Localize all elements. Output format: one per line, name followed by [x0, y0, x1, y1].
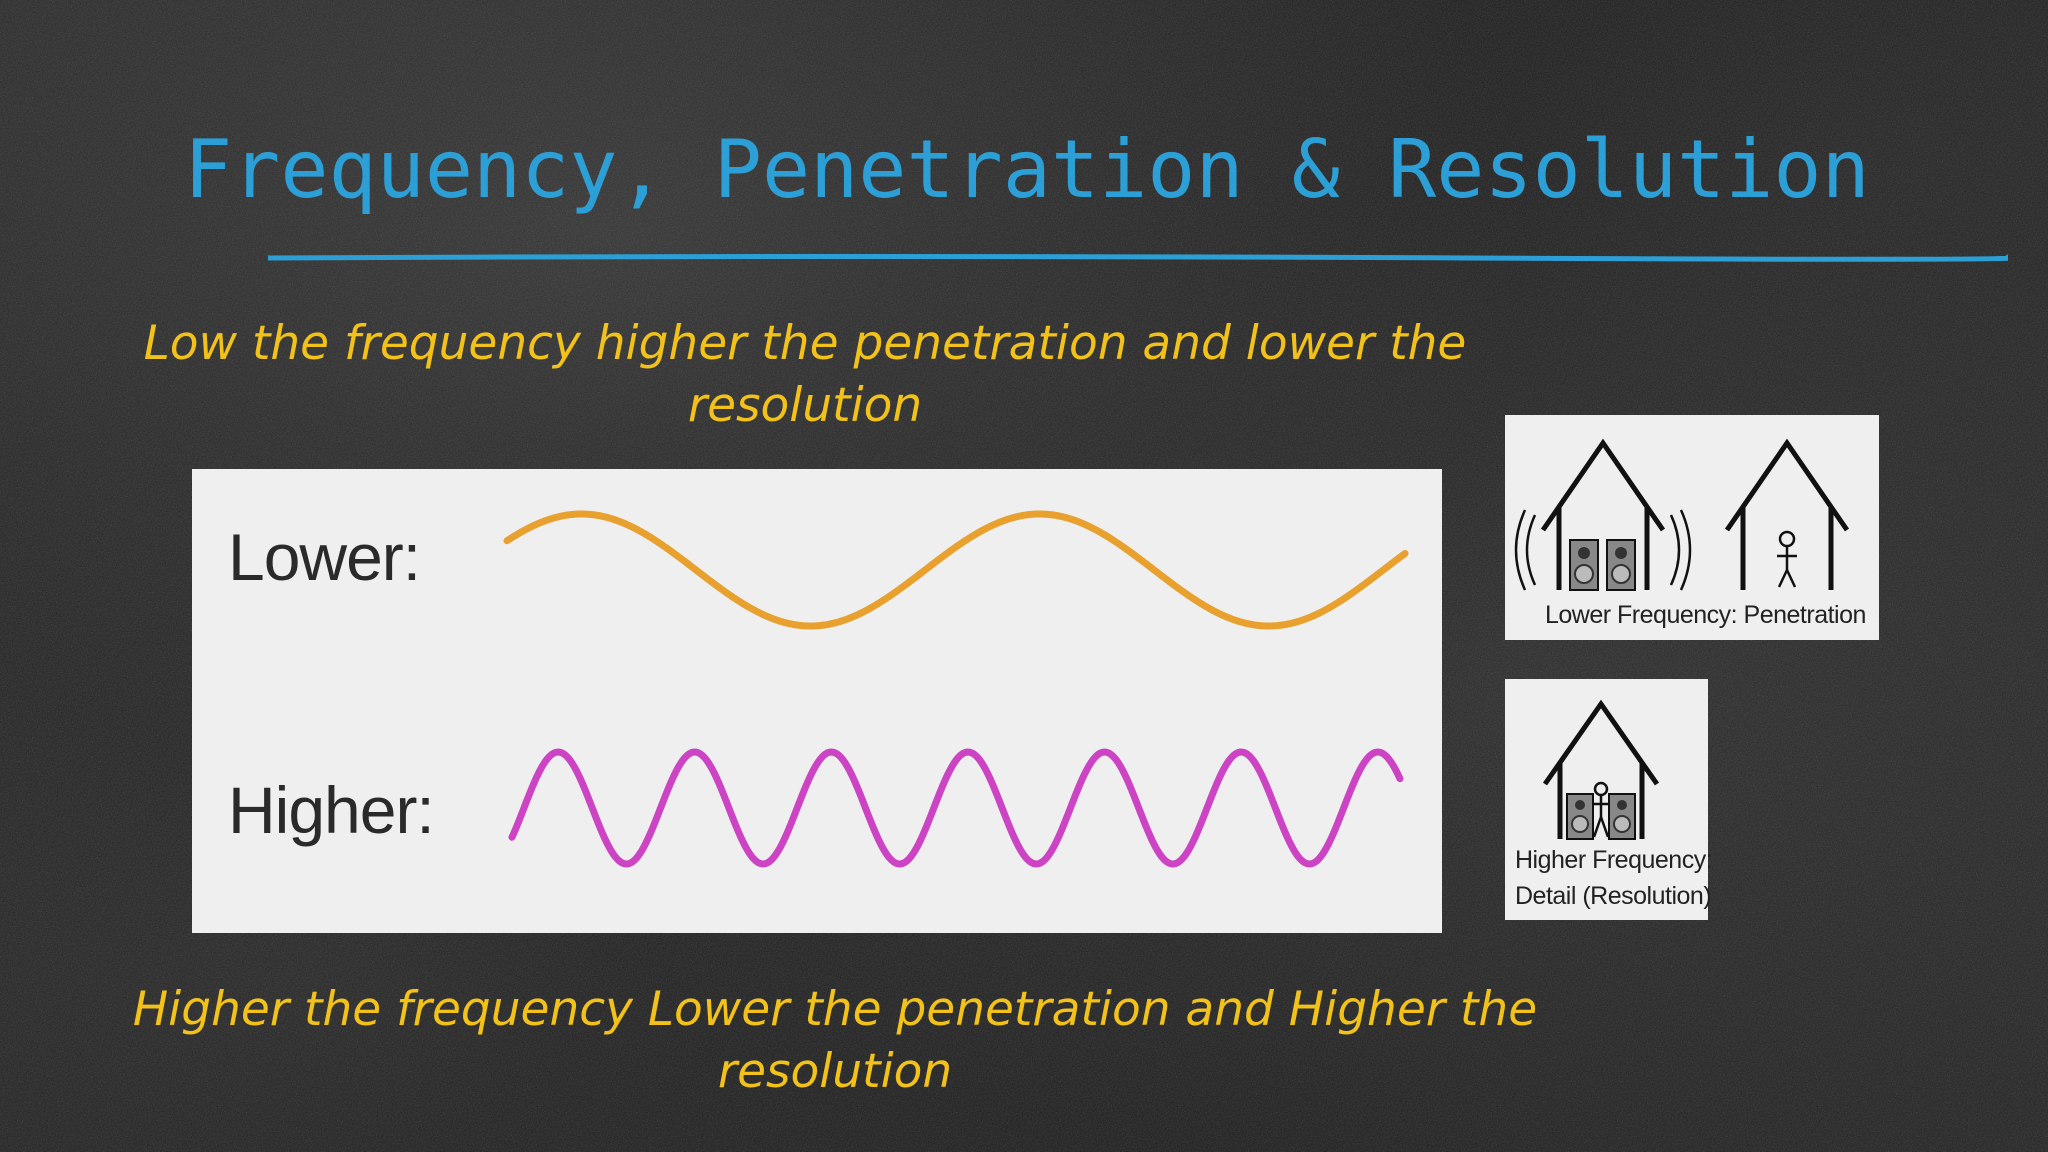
lower-frequency-wave	[503, 510, 1409, 630]
higher-frequency-illustration: Higher Frequency: Detail (Resolution)	[1505, 679, 1713, 920]
houses-penetration-icon	[1514, 438, 1850, 591]
caption-bottom-line1: Higher the frequency Lower the penetrati…	[132, 982, 1538, 1037]
wave-comparison-figure: Lower: Higher:	[192, 469, 1442, 933]
caption-bottom: Higher the frequency Lower the penetrati…	[130, 979, 1540, 1103]
caption-top-line1: Low the frequency higher the penetration…	[143, 316, 1467, 371]
wave-drawing	[503, 510, 1409, 868]
higher-label: Higher:	[228, 773, 435, 847]
higher-frequency-caption-line2: Detail (Resolution)	[1515, 882, 1712, 910]
lower-frequency-illustration: Lower Frequency: Penetration	[1505, 415, 1879, 640]
caption-top: Low the frequency higher the penetration…	[130, 313, 1480, 437]
lower-frequency-caption: Lower Frequency: Penetration	[1545, 601, 1866, 629]
caption-top-line2: resolution	[687, 378, 923, 433]
lower-label: Lower:	[228, 520, 421, 594]
caption-bottom-line2: resolution	[717, 1044, 953, 1099]
title-underline	[268, 254, 2008, 262]
higher-frequency-caption-line1: Higher Frequency:	[1515, 846, 1713, 874]
slide-title: Frequency, Penetration & Resolution	[184, 123, 1870, 216]
higher-frequency-wave	[508, 748, 1404, 868]
house-resolution-icon	[1542, 699, 1660, 840]
